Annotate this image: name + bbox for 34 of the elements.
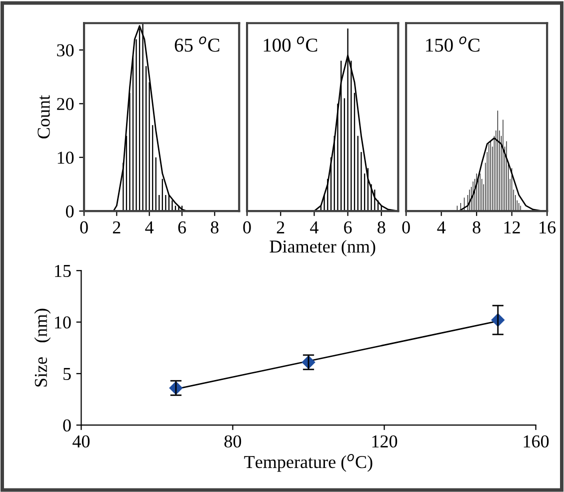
- x-tick-label: 40: [72, 435, 90, 448]
- y-tick-label: 0: [63, 419, 71, 432]
- x-tick-label: 6: [178, 221, 186, 234]
- y-tick-label: 30: [57, 44, 74, 56]
- x-tick-label: 8: [378, 221, 386, 234]
- x-tick-label: 0: [243, 221, 251, 234]
- x-axis-title: Temperature ($^{o}$C): [244, 454, 372, 472]
- x-tick-label: 16: [540, 221, 556, 234]
- y-axis-title: Count: [38, 95, 50, 138]
- annotation: 65 $^{o}$C: [174, 36, 220, 52]
- x-axis-title: Diameter (nm): [270, 240, 376, 256]
- x-tick-label: 160: [524, 435, 549, 448]
- x-tick-label: 8: [210, 221, 218, 234]
- y-axis-title: Size (nm): [34, 308, 51, 386]
- x-tick-label: 12: [504, 221, 520, 234]
- annotation: 100 $^{o}$C: [264, 36, 318, 52]
- x-tick-label: 4: [145, 221, 154, 234]
- x-tick-label: 8: [472, 221, 480, 234]
- y-tick-label: 10: [58, 152, 74, 164]
- y-tick-label: 5: [64, 368, 71, 380]
- x-tick-label: 6: [344, 221, 352, 234]
- x-tick-label: 2: [276, 221, 284, 234]
- x-tick-label: 4: [437, 221, 446, 234]
- y-tick-label: 15: [55, 264, 71, 278]
- x-tick-label: 120: [372, 435, 398, 448]
- x-tick-label: 80: [224, 435, 242, 448]
- annotation: 150 $^{o}$C: [426, 36, 480, 52]
- y-tick-label: 10: [55, 316, 71, 329]
- y-tick-label: 0: [66, 205, 74, 218]
- x-tick-label: 0: [80, 221, 88, 234]
- y-tick-label: 20: [57, 98, 74, 110]
- x-tick-label: 0: [402, 221, 410, 234]
- x-tick-label: 4: [310, 221, 318, 234]
- x-tick-label: 2: [112, 221, 120, 234]
